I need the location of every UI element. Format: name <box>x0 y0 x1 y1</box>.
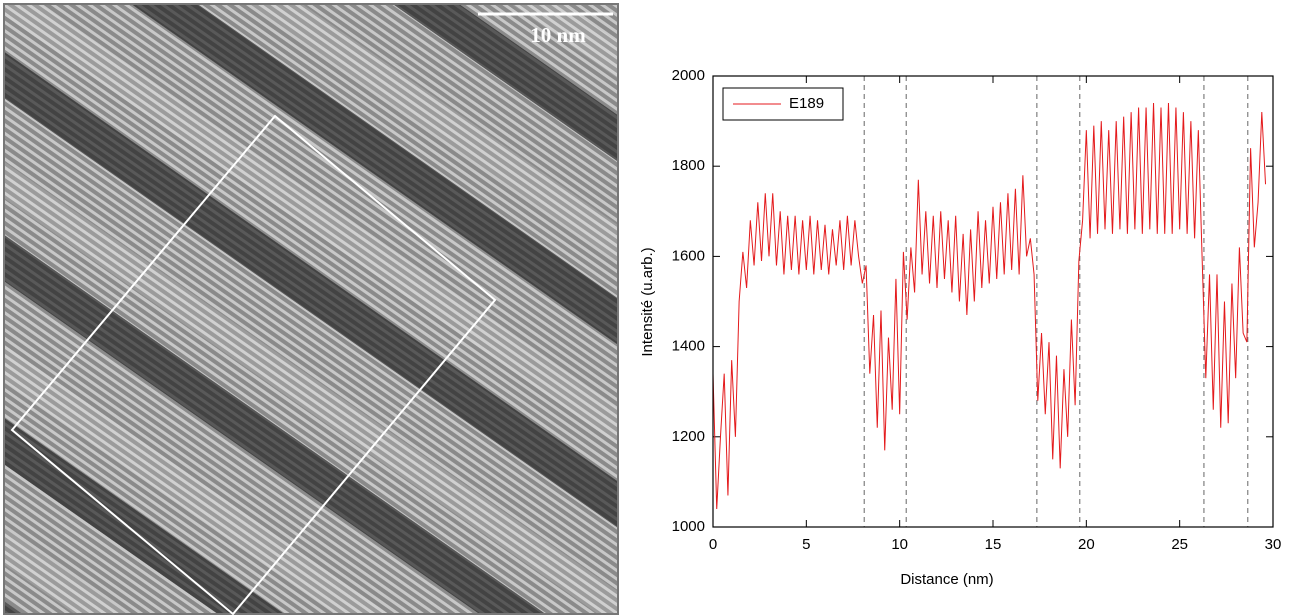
x-tick-label: 0 <box>709 536 717 553</box>
y-tick-label: 1200 <box>672 428 705 445</box>
x-tick-label: 20 <box>1078 536 1095 553</box>
chart: Distance (nm) Intensité (u.arb.) 0 5 10 15 2… <box>639 67 1282 588</box>
data-line <box>712 103 1267 509</box>
selection-box <box>10 114 497 616</box>
y-tick-label: 2000 <box>672 67 705 84</box>
dark-bands <box>4 4 618 614</box>
y-tick-label: 1400 <box>672 338 705 355</box>
scale-label: 10 nm <box>530 23 586 47</box>
micrograph: 10 nm <box>3 3 619 616</box>
plot-frame <box>712 75 1274 528</box>
legend-label: E189 <box>789 95 824 112</box>
y-tick-label: 1800 <box>672 157 705 174</box>
image-border <box>3 3 619 615</box>
y-tick-label: 1000 <box>672 518 705 535</box>
x-tick-label: 15 <box>985 536 1002 553</box>
x-tick-label: 5 <box>802 536 810 553</box>
x-axis-label: Distance (nm) <box>900 571 993 588</box>
x-tick-label: 30 <box>1265 536 1282 553</box>
x-tick-label: 10 <box>891 536 908 553</box>
y-tick-label: 1600 <box>672 247 705 264</box>
y-axis-label: Intensité (u.arb.) <box>639 247 656 356</box>
x-tick-label: 25 <box>1171 536 1188 553</box>
